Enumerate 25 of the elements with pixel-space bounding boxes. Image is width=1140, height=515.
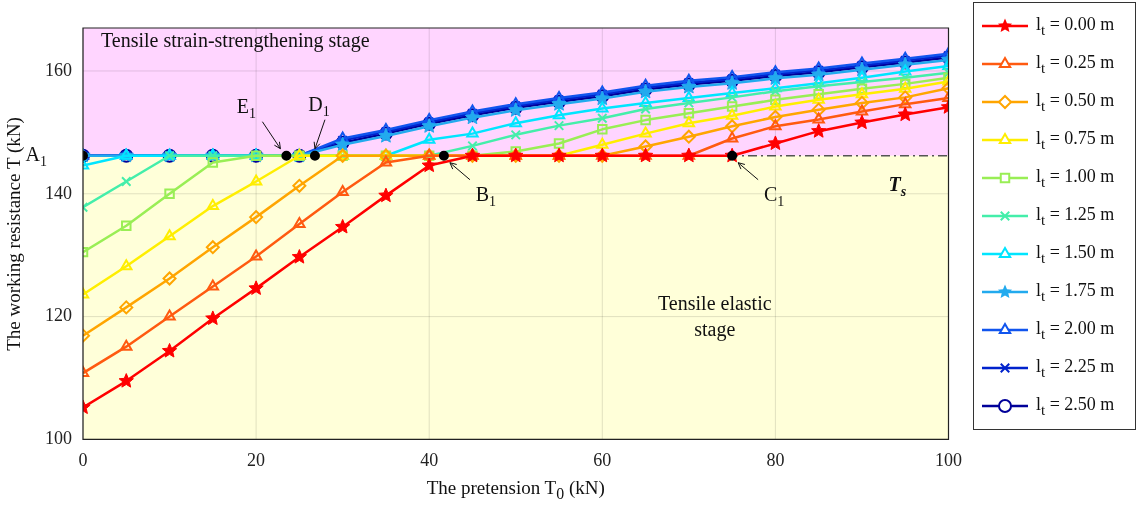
legend-label: l$_{t}$ = 2.00 m <box>1036 317 1115 343</box>
legend-label: l$_{t}$ = 0.50 m <box>1036 89 1115 115</box>
x-tick-label: 100 <box>935 449 962 470</box>
y-tick-label: 160 <box>45 59 72 80</box>
x-tick-label: 80 <box>766 449 785 470</box>
legend-label: l$_{t}$ = 0.25 m <box>1036 51 1115 77</box>
x-tick-label: 60 <box>593 449 612 470</box>
legend-label: l$_{t}$ = 1.25 m <box>1036 203 1115 229</box>
x-tick-label: 20 <box>247 449 266 470</box>
x-tick-label: 40 <box>420 449 439 470</box>
legend-label: l$_{t}$ = 1.75 m <box>1036 279 1115 305</box>
legend-label: l$_{t}$ = 2.25 m <box>1036 355 1115 381</box>
legend-label: l$_{t}$ = 1.00 m <box>1036 165 1115 191</box>
y-axis-title: The working resistance T (kN) <box>2 116 25 351</box>
legend-label: l$_{t}$ = 0.00 m <box>1036 13 1115 39</box>
y-tick-label: 140 <box>45 182 72 203</box>
band-label: Tensile elastic stage <box>658 291 772 341</box>
y-tick-label: 100 <box>45 428 72 449</box>
x-axis-title: The pretension T$_{0}$ (kN) <box>426 477 605 504</box>
legend-label: l$_{t}$ = 0.75 m <box>1036 127 1115 153</box>
y-tick-label: 120 <box>45 305 72 326</box>
legend-label: l$_{t}$ = 1.50 m <box>1036 241 1115 267</box>
band-label: Tensile strain-strengthening stage <box>101 29 370 53</box>
legend-label: l$_{t}$ = 2.50 m <box>1036 393 1115 419</box>
x-tick-label: 0 <box>78 449 88 470</box>
